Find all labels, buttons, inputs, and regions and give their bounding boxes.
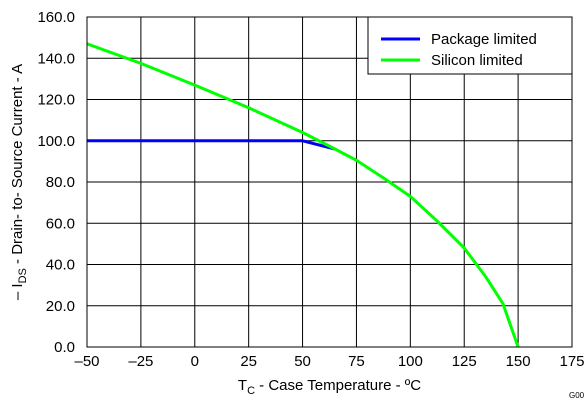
x-axis-label-rest: - Case Temperature - ºC <box>255 377 421 394</box>
legend-box <box>367 16 573 75</box>
y-tick-label: 140.0 <box>37 50 75 67</box>
series-layer <box>86 42 520 348</box>
x-tick-label: 25 <box>240 353 257 370</box>
y-tick-label: 60.0 <box>46 215 75 232</box>
series-line-package-limited <box>87 139 336 151</box>
plot-border <box>86 16 573 348</box>
y-tick-label: 160.0 <box>37 9 75 26</box>
x-tick-label: 175 <box>559 353 584 370</box>
legend: Package limited Silicon limited <box>367 16 573 75</box>
y-axis-label-rest: - Drain- to- Source Current - A <box>9 64 26 268</box>
series-line-silicon-limited <box>86 42 520 348</box>
x-axis-ticks: –50 –25 0 25 50 75 100 125 150 175 <box>74 353 584 370</box>
figure-id: G00 <box>569 391 585 400</box>
y-axis-ticks: 0.0 20.0 40.0 60.0 80.0 100.0 120.0 140.0 160.0 <box>37 9 75 356</box>
y-axis-label-subscript: DS <box>17 268 29 283</box>
y-tick-label: 100.0 <box>37 133 75 150</box>
x-tick-label: 50 <box>294 353 311 370</box>
y-tick-label: 0.0 <box>54 339 75 356</box>
x-tick-label: 150 <box>506 353 531 370</box>
x-tick-label: 0 <box>191 353 199 370</box>
legend-label: Silicon limited <box>431 52 523 69</box>
y-tick-label: 120.0 <box>37 92 75 109</box>
x-axis-label-subscript: C <box>247 385 255 397</box>
y-tick-label: 80.0 <box>46 174 75 191</box>
x-tick-label: –50 <box>74 353 99 370</box>
y-tick-label: 20.0 <box>46 298 75 315</box>
x-axis-label-main: T <box>238 377 247 394</box>
x-tick-label: 100 <box>398 353 423 370</box>
x-tick-label: 75 <box>348 353 365 370</box>
x-tick-label: –25 <box>128 353 153 370</box>
y-tick-label: 40.0 <box>46 257 75 274</box>
y-axis-label-main: – I <box>9 283 26 300</box>
y-axis-label: – IDS - Drain- to- Source Current - A <box>9 64 29 300</box>
legend-label: Package limited <box>431 31 537 48</box>
x-axis-label: TC - Case Temperature - ºC <box>238 377 421 397</box>
x-tick-label: 125 <box>452 353 477 370</box>
